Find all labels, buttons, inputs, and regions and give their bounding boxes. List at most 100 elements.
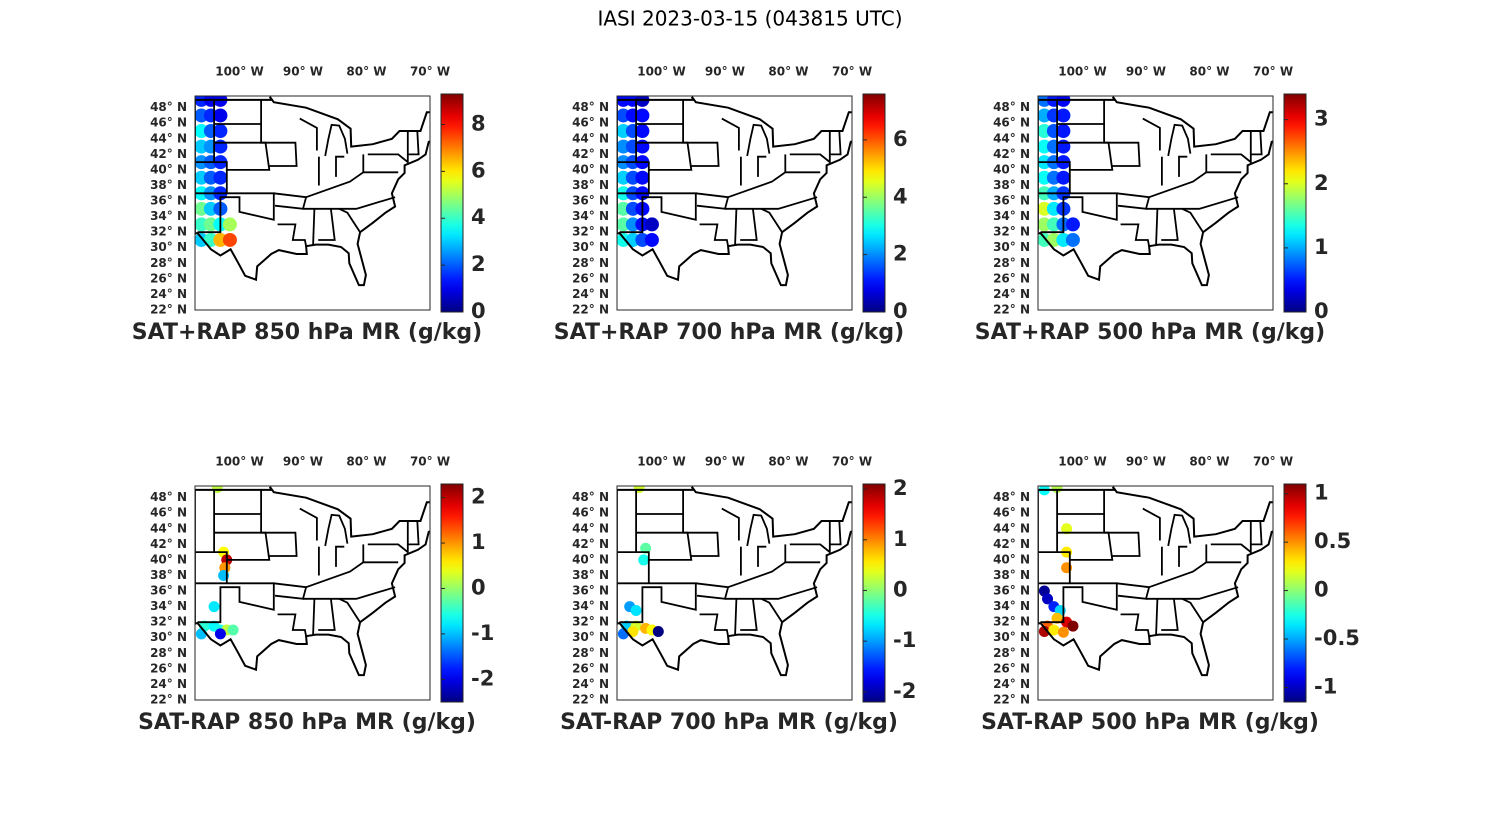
lat-tick-label: 22° N — [993, 693, 1030, 707]
state-border — [1178, 545, 1188, 567]
state-border — [727, 561, 821, 589]
lat-tick-label: 44° N — [150, 521, 187, 535]
state-border — [617, 192, 697, 234]
colorbar-tick-label: 2 — [893, 242, 908, 266]
lat-tick-label: 26° N — [150, 661, 187, 675]
colorbar-tick-label: 2 — [471, 485, 486, 509]
coastline — [617, 96, 852, 287]
lat-tick-label: 28° N — [993, 256, 1030, 270]
colorbar-tick-label: 0 — [471, 575, 486, 599]
state-border — [324, 123, 349, 157]
state-border — [1146, 196, 1239, 210]
lat-tick-label: 32° N — [993, 225, 1030, 239]
state-border — [1148, 561, 1242, 589]
lat-tick-label: 40° N — [572, 162, 609, 176]
data-point — [1056, 170, 1071, 185]
state-border — [725, 196, 818, 210]
lon-tick-label: 70° W — [410, 65, 450, 79]
lat-tick-label: 32° N — [150, 225, 187, 239]
state-border — [1116, 192, 1151, 210]
lat-tick-label: 40° N — [993, 162, 1030, 176]
colorbar-tick-label: 2 — [893, 476, 908, 500]
state-border — [1167, 123, 1192, 157]
data-point — [635, 108, 650, 123]
colorbar-tick-label: 2 — [471, 252, 486, 276]
lat-tick-label: 46° N — [150, 116, 187, 130]
lat-tick-label: 26° N — [572, 271, 609, 285]
state-border — [335, 155, 345, 177]
data-point — [627, 626, 639, 638]
lat-tick-label: 28° N — [993, 646, 1030, 660]
data-point — [213, 170, 228, 185]
data-point — [644, 232, 659, 247]
map-background — [195, 96, 430, 310]
colorbar-tick-label: -1 — [1314, 674, 1337, 698]
data-point — [1048, 624, 1060, 636]
state-border — [760, 597, 783, 623]
lon-tick-label: 70° W — [832, 65, 872, 79]
lat-tick-label: 36° N — [993, 584, 1030, 598]
lat-tick-label: 24° N — [993, 677, 1030, 691]
state-border — [318, 598, 336, 631]
lat-tick-label: 36° N — [572, 584, 609, 598]
lon-tick-label: 100° W — [215, 65, 263, 79]
lat-tick-label: 34° N — [572, 209, 609, 223]
axis-label: SAT-RAP 700 hPa MR (g/kg) — [560, 710, 898, 735]
lat-tick-label: 30° N — [993, 240, 1030, 254]
lat-tick-label: 28° N — [150, 256, 187, 270]
colorbar-tick-label: 0 — [893, 299, 908, 323]
lat-tick-label: 40° N — [150, 162, 187, 176]
state-border — [1161, 598, 1179, 631]
state-border — [338, 207, 361, 233]
lat-tick-label: 30° N — [150, 240, 187, 254]
map-layer — [195, 96, 430, 287]
state-border — [789, 521, 831, 554]
lat-tick-label: 28° N — [150, 646, 187, 660]
data-point — [1065, 217, 1080, 232]
axis-label: SAT+RAP 500 hPa MR (g/kg) — [975, 320, 1325, 345]
state-border — [367, 131, 409, 164]
colorbar-tick-label: 0 — [1314, 578, 1329, 602]
state-border — [1161, 208, 1179, 241]
lat-tick-label: 34° N — [150, 209, 187, 223]
state-border — [195, 531, 271, 561]
state-border — [407, 520, 420, 546]
state-border — [277, 223, 307, 247]
state-border — [312, 598, 316, 635]
lat-tick-label: 42° N — [993, 147, 1030, 161]
state-border — [1250, 130, 1263, 156]
map-frame — [616, 95, 853, 311]
map-layer — [617, 486, 852, 677]
lat-tick-label: 40° N — [993, 552, 1030, 566]
data-point — [652, 626, 664, 638]
lat-tick-label: 34° N — [993, 209, 1030, 223]
state-border — [721, 507, 740, 541]
lat-tick-label: 34° N — [572, 599, 609, 613]
lat-tick-label: 28° N — [572, 646, 609, 660]
lat-tick-label: 48° N — [572, 100, 609, 114]
colorbar-tick-label: 1 — [471, 530, 486, 554]
data-point — [1056, 96, 1071, 107]
lat-tick-label: 34° N — [993, 599, 1030, 613]
lat-tick-label: 38° N — [572, 178, 609, 192]
state-border — [1103, 489, 1141, 557]
coastline — [195, 96, 430, 287]
lat-tick-label: 22° N — [572, 303, 609, 317]
lat-tick-label: 38° N — [150, 568, 187, 582]
state-border — [273, 192, 308, 210]
map-panel: 100° W 90° W 80° W 70° W 22° N 24° N 26° N28° … — [981, 455, 1360, 736]
map-background — [195, 486, 430, 700]
data-point — [213, 108, 228, 123]
data-point — [1051, 612, 1063, 624]
lat-tick-label: 22° N — [150, 303, 187, 317]
state-border — [695, 582, 730, 600]
colorbar-tick-label: 1 — [1314, 481, 1329, 505]
coastline — [1038, 96, 1273, 287]
map-panel: 100° W 90° W 80° W 70° W 22° N 24° N 26° N28° … — [132, 65, 486, 346]
lat-tick-label: 48° N — [993, 100, 1030, 114]
state-border — [721, 117, 740, 151]
colorbar — [440, 93, 464, 313]
state-border — [318, 208, 336, 241]
state-border — [789, 131, 831, 164]
